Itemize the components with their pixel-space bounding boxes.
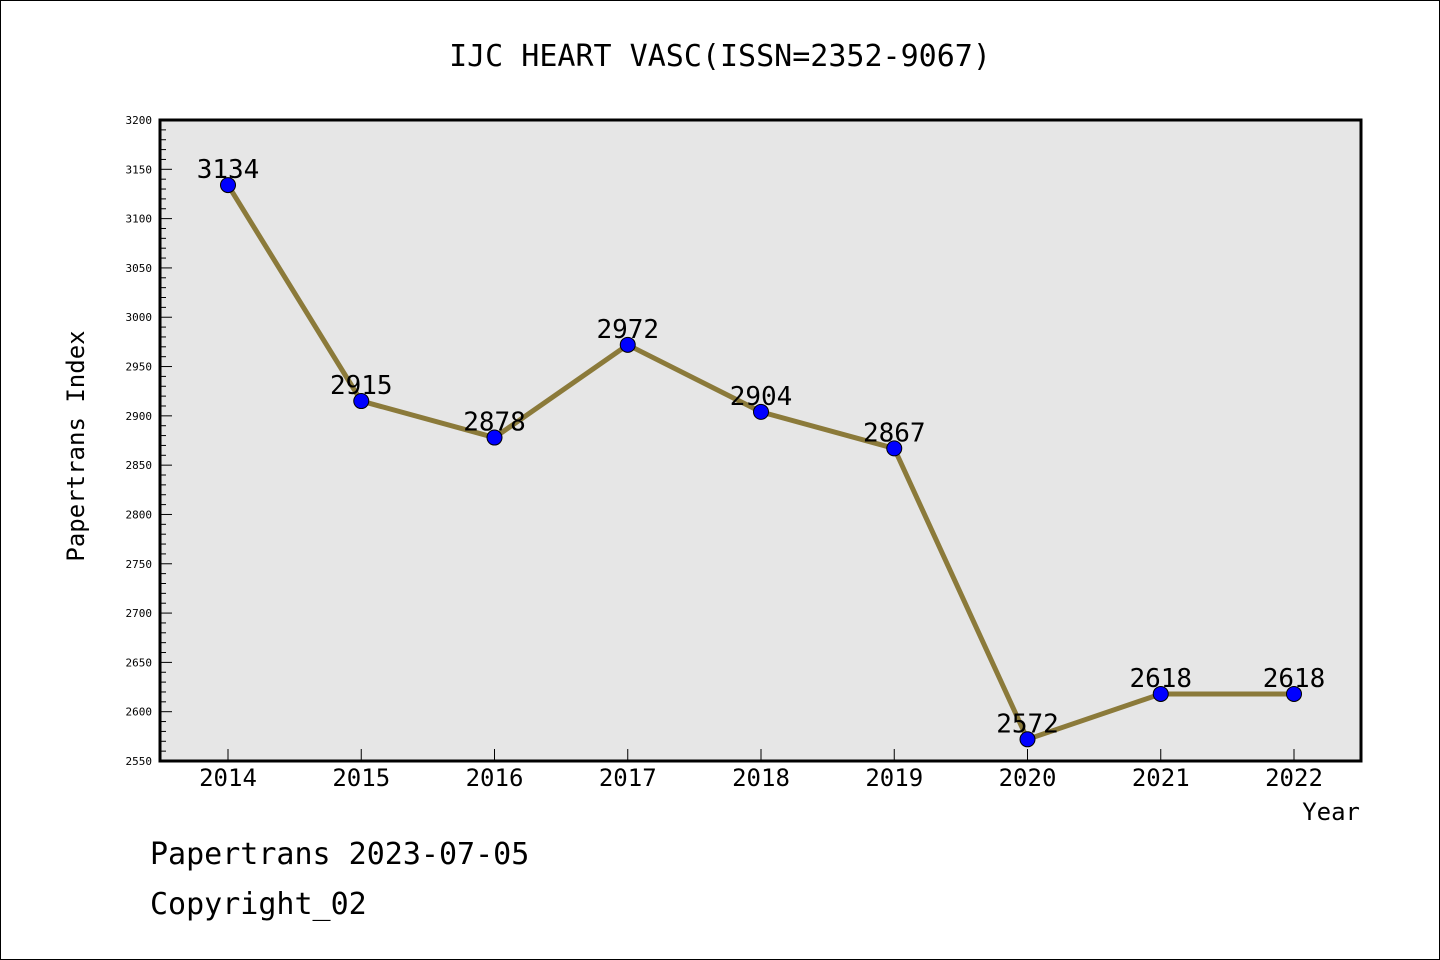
y-axis-ticks: 2550 2600 2650 2700 2750 2800 2850 2900 2950 3000… [126,114,172,768]
x-tick-label: 2020 [999,764,1057,792]
footer-copyright-text: Copyright_02 [150,887,367,922]
data-labels-layer: 3134 2915 2878 2972 2904 2867 2572 2618 2618 [197,155,1326,739]
x-tick-label: 2021 [1132,764,1190,792]
y-tick-label: 3200 [126,114,153,127]
data-point [1019,731,1036,748]
data-point [1152,685,1169,702]
x-tick-label: 2018 [732,764,790,792]
x-tick-label: 2014 [199,764,257,792]
data-label: 2904 [730,382,793,412]
data-point [353,393,370,410]
data-label: 2572 [996,709,1059,739]
plot-border [158,118,1363,763]
data-point [486,429,503,446]
chart-title: IJC HEART VASC(ISSN=2352-9067) [449,39,991,74]
data-label: 2618 [1129,664,1192,694]
y-tick-label: 2800 [126,508,153,521]
y-tick-label: 2700 [126,607,153,620]
x-tick-label: 2022 [1265,764,1323,792]
data-label: 2878 [463,408,526,438]
y-tick-label: 2950 [126,361,153,374]
data-point [753,403,769,420]
data-label: 2915 [330,371,393,401]
data-label: 3134 [197,155,260,185]
x-tick-label: 2017 [599,764,657,792]
y-tick-label: 2650 [126,656,153,669]
data-label: 2972 [596,315,659,345]
y-tick-label: 2900 [126,410,153,423]
y-tick-label: 3050 [126,262,153,275]
footer-date-text: Papertrans 2023-07-05 [150,837,529,872]
y-tick-label: 3000 [126,311,153,324]
y-tick-label: 2550 [126,755,153,768]
y-tick-label: 2750 [126,558,153,571]
plot-area [160,120,1361,761]
x-tick-label: 2016 [466,764,524,792]
x-axis-label: Year [1302,798,1360,826]
data-point [220,177,236,194]
y-tick-label: 3150 [126,163,153,176]
x-axis-ticks: 2014 2015 2016 2017 2018 2019 2020 2021 2022 [199,749,1323,792]
data-label: 2867 [863,418,926,448]
data-point [619,336,636,353]
y-tick-label: 3100 [126,213,153,226]
data-point [1286,685,1302,702]
x-tick-label: 2019 [865,764,923,792]
y-tick-label: 2600 [126,706,153,719]
series-layer [220,177,1302,748]
y-axis-label: Papertrans Index [62,330,90,561]
data-label: 2618 [1263,664,1326,694]
y-tick-label: 2850 [126,459,153,472]
data-point [886,440,903,457]
x-tick-label: 2015 [332,764,390,792]
